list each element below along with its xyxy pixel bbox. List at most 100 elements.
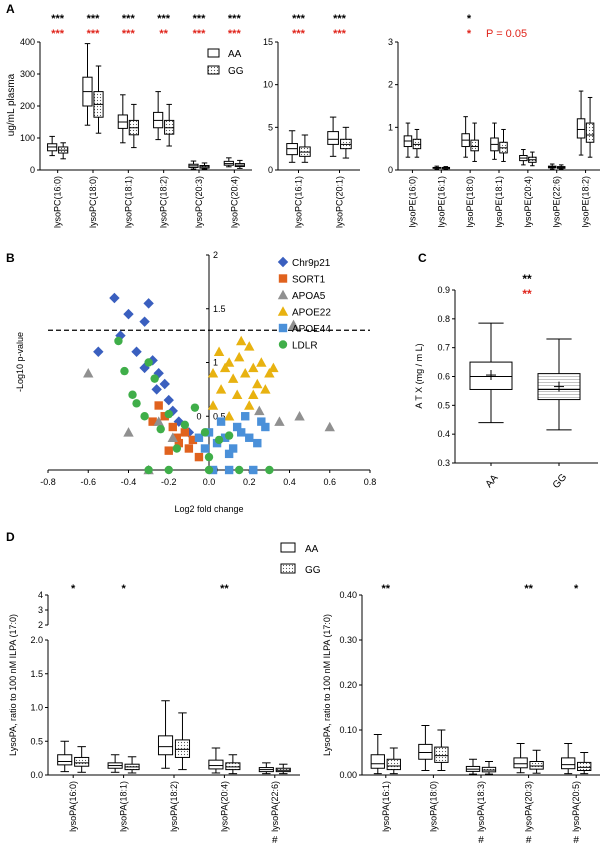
c-y-tick-label: 0.6 xyxy=(437,372,450,382)
b-x-tick-label: 0.6 xyxy=(323,477,336,487)
d2-x-tick-label: lysoPA(18:0) xyxy=(428,781,438,832)
a1-sig-red: *** xyxy=(122,28,136,40)
a2-y-tick-label: 10 xyxy=(263,80,273,90)
d2-hash: # xyxy=(573,835,579,846)
b-point-ldlr xyxy=(190,403,200,412)
b-point-apoe44 xyxy=(228,444,238,453)
b-point-apoe22 xyxy=(223,357,235,367)
d1-hash: # xyxy=(272,835,278,846)
b-point-apoe44 xyxy=(237,428,246,437)
b-point-ldlr xyxy=(234,465,244,475)
d1-box-aa-box xyxy=(208,759,224,770)
b-x-tick-label: 0.2 xyxy=(243,477,256,487)
d1-y-tick-label: 1.5 xyxy=(30,669,43,679)
d1-box-aa-box xyxy=(57,754,73,766)
b-point-apoa5 xyxy=(294,411,305,421)
b-legend-marker-apoe22 xyxy=(277,306,289,316)
b-point-apoe22 xyxy=(268,362,279,373)
d-legend-aa-swatch xyxy=(280,542,296,553)
b-point-sort1 xyxy=(184,444,194,453)
b-point-apoe44 xyxy=(224,465,234,475)
b-point-ldlr xyxy=(114,336,123,346)
a3-sig-black: * xyxy=(467,13,472,25)
a1-sig-black: *** xyxy=(51,13,65,25)
d1-y-tick-label: 0.0 xyxy=(30,770,43,780)
a1-sig-black: *** xyxy=(193,13,207,25)
b-point-apoe44 xyxy=(249,465,258,475)
b-x-axis-label: Log2 fold change xyxy=(174,504,243,514)
a1-sig-red: *** xyxy=(193,28,207,40)
c-y-axis-label: A T X (mg / m L) xyxy=(414,343,424,408)
b-point-sort1 xyxy=(168,422,177,432)
b-point-ldlr xyxy=(144,465,153,475)
d1-sig: ** xyxy=(220,583,229,595)
c-y-tick-label: 0.8 xyxy=(437,314,450,324)
b-point-ldlr xyxy=(156,424,165,434)
b-y-tick-label: 1 xyxy=(213,358,218,368)
b-y-axis-label: -Log10 p-value xyxy=(15,332,25,392)
d2-box-gg-box xyxy=(577,761,592,772)
b-point-apoe22 xyxy=(223,411,235,421)
a1-sig-black: *** xyxy=(157,13,171,25)
a1-x-tick-label: lysoPC(18:0) xyxy=(88,176,98,228)
a1-y-tick-label: 0 xyxy=(30,165,35,175)
c-sig-red: ** xyxy=(522,287,532,301)
b-point-chr9p21 xyxy=(151,384,162,395)
d1-sig: * xyxy=(121,583,126,595)
a3-x-tick-label: lysoPE(20:4) xyxy=(523,176,533,228)
b-point-chr9p21 xyxy=(131,346,142,357)
b-point-apoe22 xyxy=(233,351,245,362)
a3-box-gg-box xyxy=(585,122,595,143)
b-point-apoe22 xyxy=(256,357,267,367)
b-legend-marker-chr9p21 xyxy=(277,256,289,268)
b-point-apoe44 xyxy=(253,438,262,448)
d-legend-gg-swatch xyxy=(280,563,296,574)
c-y-tick-label: 0.7 xyxy=(437,343,450,353)
a1-sig-red: *** xyxy=(228,28,242,40)
b-point-ldlr xyxy=(132,399,141,408)
a1-sig-red: ** xyxy=(159,28,168,40)
a3-p-annotation: P = 0.05 xyxy=(486,28,527,40)
b-origin-label: 0 xyxy=(196,411,201,421)
d1-box-gg-box xyxy=(74,756,90,767)
b-point-apoe22 xyxy=(240,368,251,378)
b-point-sort1 xyxy=(160,412,169,421)
d2-box-gg-box xyxy=(386,758,401,771)
b-point-apoe44 xyxy=(232,422,242,432)
d1-y-tick-label: 0.5 xyxy=(30,736,43,746)
a1-sig-red: *** xyxy=(51,28,65,40)
a3-y-tick-label: 1 xyxy=(388,122,393,132)
b-point-apoe22 xyxy=(248,362,259,373)
d1-box-gg-box xyxy=(225,762,241,771)
d1-y-tick-label: 2.0 xyxy=(30,635,43,645)
b-point-apoa5 xyxy=(288,319,299,330)
b-point-chr9p21 xyxy=(159,378,170,390)
b-point-apoe22 xyxy=(248,389,259,399)
a2-y-tick-label: 15 xyxy=(263,37,273,47)
d1-y-axis-label: LysoPA, ratio to 100 nM ILPA (17:0) xyxy=(8,614,18,756)
b-point-apoe44 xyxy=(220,433,230,442)
b-point-apoa5 xyxy=(83,368,94,378)
b-point-ldlr xyxy=(204,452,214,462)
b-legend-label-apoa5: APOA5 xyxy=(292,291,326,302)
b-point-apoe22 xyxy=(213,346,225,356)
d2-box-aa-box xyxy=(561,757,576,770)
b-point-apoe22 xyxy=(231,389,243,399)
b-point-apoe22 xyxy=(260,384,271,394)
a1-x-tick-label: lysoPC(20:4) xyxy=(229,176,239,228)
a-legend-aa-label: AA xyxy=(228,49,242,60)
panel-label-a: A xyxy=(6,2,15,16)
b-x-tick-label: 0.0 xyxy=(203,477,216,487)
c-x-tick-label: AA xyxy=(484,472,501,490)
b-point-sort1 xyxy=(154,401,163,410)
d2-sig: ** xyxy=(524,583,533,595)
b-point-apoe44 xyxy=(241,412,250,421)
b-point-apoe22 xyxy=(219,362,231,373)
b-point-apoa5 xyxy=(153,416,164,426)
b-point-ldlr xyxy=(140,412,149,421)
b-point-ldlr xyxy=(265,465,274,475)
b-legend-marker-apoe44 xyxy=(278,323,288,333)
d2-y-tick-label: 0.10 xyxy=(339,725,357,735)
d1-box-aa-box xyxy=(157,735,174,756)
d1-x-tick-label: lysoPA(22:6) xyxy=(270,781,280,832)
